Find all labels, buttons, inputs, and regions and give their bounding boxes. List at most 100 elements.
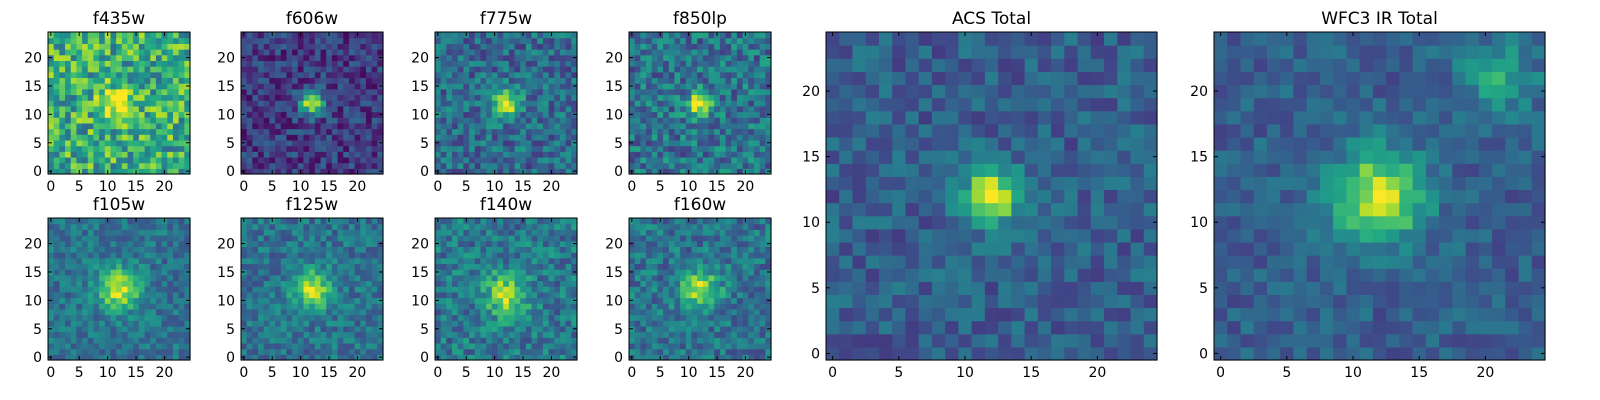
pixel-cell <box>297 235 305 242</box>
pixel-cell <box>116 308 123 316</box>
pixel-cell <box>691 286 698 293</box>
pixel-cell <box>520 303 527 310</box>
pixel-cell <box>514 297 521 304</box>
pixel-cell <box>178 263 185 270</box>
pixel-cell <box>629 320 636 327</box>
x-tick-label: 5 <box>462 179 471 195</box>
pixel-cell <box>87 291 95 299</box>
pixel-cell <box>663 337 670 344</box>
pixel-cell <box>725 71 732 79</box>
pixel-cell <box>121 246 129 253</box>
pixel-cell <box>742 156 749 164</box>
pixel-cell <box>463 54 470 61</box>
pixel-cell <box>685 54 693 61</box>
pixel-cell <box>702 320 710 327</box>
pixel-cell <box>457 348 464 355</box>
pixel-cell <box>48 291 55 299</box>
pixel-cell <box>343 354 350 361</box>
pixel-cell <box>360 325 367 333</box>
pixel-cell <box>520 263 527 270</box>
pixel-cell <box>104 66 112 73</box>
pixel-cell <box>87 297 95 304</box>
pixel-cell <box>714 303 721 310</box>
pixel-cell <box>742 314 749 321</box>
pixel-cell <box>275 269 282 276</box>
pixel-cell <box>178 337 185 344</box>
pixel-cell <box>292 145 299 152</box>
pixel-cell <box>263 162 270 169</box>
pixel-cell <box>93 303 100 310</box>
pixel-cell <box>685 49 693 56</box>
pixel-cell <box>765 145 772 152</box>
y-tick-label: 5 <box>226 136 235 152</box>
pixel-cell <box>360 337 367 344</box>
pixel-cell <box>241 229 248 236</box>
pixel-cell <box>178 218 185 225</box>
pixel-cell <box>348 168 356 175</box>
pixel-cell <box>668 145 676 152</box>
pixel-cell <box>531 111 538 118</box>
pixel-cell <box>537 314 544 321</box>
pixel-cell <box>371 162 378 169</box>
pixel-cell <box>110 105 117 113</box>
pixel-cell <box>365 49 373 56</box>
pixel-cell <box>457 280 464 287</box>
pixel-cell <box>70 151 77 158</box>
pixel-cell <box>674 60 681 67</box>
pixel-cell <box>360 54 367 61</box>
pixel-cell <box>70 263 77 270</box>
pixel-cell <box>99 60 106 67</box>
pixel-cell <box>463 280 470 287</box>
pixel-cell <box>326 151 333 158</box>
pixel-cell <box>759 274 766 282</box>
pixel-cell <box>331 348 339 355</box>
pixel-cell <box>155 145 163 152</box>
pixel-cell <box>320 100 327 107</box>
pixel-cell <box>748 168 755 175</box>
pixel-cell <box>155 122 163 130</box>
pixel-cell <box>99 235 106 242</box>
pixel-cell <box>629 303 636 310</box>
pixel-cell <box>463 66 470 73</box>
pixel-cell <box>559 168 567 175</box>
pixel-cell <box>646 354 653 361</box>
pixel-cell <box>241 303 248 310</box>
pixel-cell <box>365 269 373 276</box>
pixel-cell <box>155 151 163 158</box>
pixel-cell <box>742 122 749 130</box>
pixel-cell <box>116 314 123 321</box>
pixel-cell <box>275 32 282 39</box>
pixel-cell <box>674 156 681 164</box>
pixel-cell <box>640 32 647 39</box>
pixel-cell <box>440 252 447 259</box>
pixel-cell <box>491 105 499 113</box>
x-tick-label: 0 <box>46 365 55 381</box>
pixel-cell <box>508 71 516 79</box>
pixel-cell <box>320 235 327 242</box>
pixel-cell <box>486 229 493 236</box>
pixel-cell <box>150 280 157 287</box>
pixel-cell <box>463 331 470 338</box>
pixel-cell <box>286 105 293 113</box>
pixel-cell <box>508 286 516 293</box>
pixel-cell <box>685 66 693 73</box>
pixel-cell <box>508 223 516 230</box>
pixel-cell <box>440 60 447 67</box>
pixel-cell <box>674 337 681 344</box>
pixel-cell <box>759 314 766 321</box>
pixel-cell <box>503 325 510 333</box>
axes-frame <box>47 31 191 175</box>
pixel-cell <box>297 263 305 270</box>
pixel-cell <box>280 156 288 164</box>
pixel-cell <box>748 37 755 44</box>
pixel-cell <box>252 218 259 225</box>
pixel-cell <box>514 263 521 270</box>
pixel-cell <box>286 60 293 67</box>
pixel-cell <box>138 240 146 247</box>
pixel-cell <box>486 218 493 225</box>
pixel-cell <box>99 354 106 361</box>
pixel-cell <box>70 100 77 107</box>
pixel-cell <box>178 77 185 84</box>
pixel-cell <box>326 257 333 265</box>
pixel-cell <box>263 145 270 152</box>
